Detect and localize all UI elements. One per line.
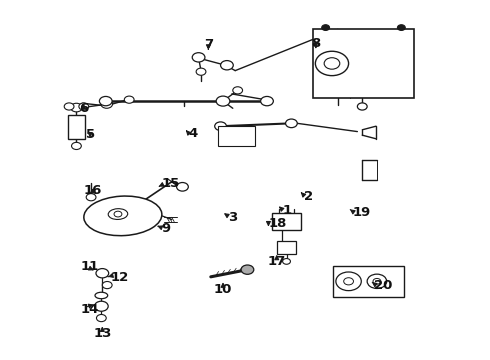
Circle shape xyxy=(286,119,297,128)
Circle shape xyxy=(336,272,361,291)
Circle shape xyxy=(397,25,405,31)
Circle shape xyxy=(324,58,340,69)
Circle shape xyxy=(367,274,387,288)
Circle shape xyxy=(124,96,134,103)
Circle shape xyxy=(241,265,254,274)
Text: 4: 4 xyxy=(189,127,198,140)
Bar xyxy=(333,266,404,297)
Circle shape xyxy=(72,142,81,149)
Text: 5: 5 xyxy=(86,127,95,141)
Circle shape xyxy=(96,269,109,278)
Bar xyxy=(218,126,255,146)
Text: 15: 15 xyxy=(162,177,180,190)
Text: 18: 18 xyxy=(269,216,287,230)
Circle shape xyxy=(322,25,330,31)
Text: 13: 13 xyxy=(93,327,112,340)
Circle shape xyxy=(373,278,381,284)
Circle shape xyxy=(343,278,353,285)
Text: 2: 2 xyxy=(304,190,313,203)
Circle shape xyxy=(101,100,113,108)
Circle shape xyxy=(99,96,112,106)
Text: 1: 1 xyxy=(282,204,291,217)
Ellipse shape xyxy=(84,196,162,236)
Text: 6: 6 xyxy=(79,102,88,115)
Circle shape xyxy=(220,60,233,70)
Circle shape xyxy=(196,68,206,75)
Bar xyxy=(272,213,301,230)
Circle shape xyxy=(192,53,205,62)
Circle shape xyxy=(216,96,230,106)
Circle shape xyxy=(283,258,291,264)
Text: 19: 19 xyxy=(352,206,371,219)
Text: 11: 11 xyxy=(81,260,99,273)
Bar xyxy=(277,241,296,253)
Circle shape xyxy=(97,315,106,321)
Circle shape xyxy=(95,301,108,311)
Circle shape xyxy=(215,122,226,131)
Circle shape xyxy=(114,211,122,217)
Circle shape xyxy=(86,194,96,201)
Text: 9: 9 xyxy=(161,222,170,235)
Circle shape xyxy=(79,103,89,110)
Circle shape xyxy=(316,51,348,76)
Text: 20: 20 xyxy=(374,279,393,292)
Text: 12: 12 xyxy=(111,271,129,284)
Circle shape xyxy=(261,96,273,106)
Ellipse shape xyxy=(108,209,128,220)
Text: 14: 14 xyxy=(80,303,98,316)
Circle shape xyxy=(357,103,367,110)
Circle shape xyxy=(71,103,82,112)
Circle shape xyxy=(233,87,243,94)
Circle shape xyxy=(64,103,74,110)
Ellipse shape xyxy=(95,292,108,299)
Text: 8: 8 xyxy=(311,36,320,50)
Bar xyxy=(68,116,85,139)
Text: 10: 10 xyxy=(214,283,232,296)
Circle shape xyxy=(176,183,188,191)
Circle shape xyxy=(102,282,112,289)
Bar xyxy=(314,30,414,98)
Text: 16: 16 xyxy=(83,184,102,197)
Text: 7: 7 xyxy=(204,38,213,51)
Text: 17: 17 xyxy=(268,255,286,268)
Text: 3: 3 xyxy=(228,211,237,224)
